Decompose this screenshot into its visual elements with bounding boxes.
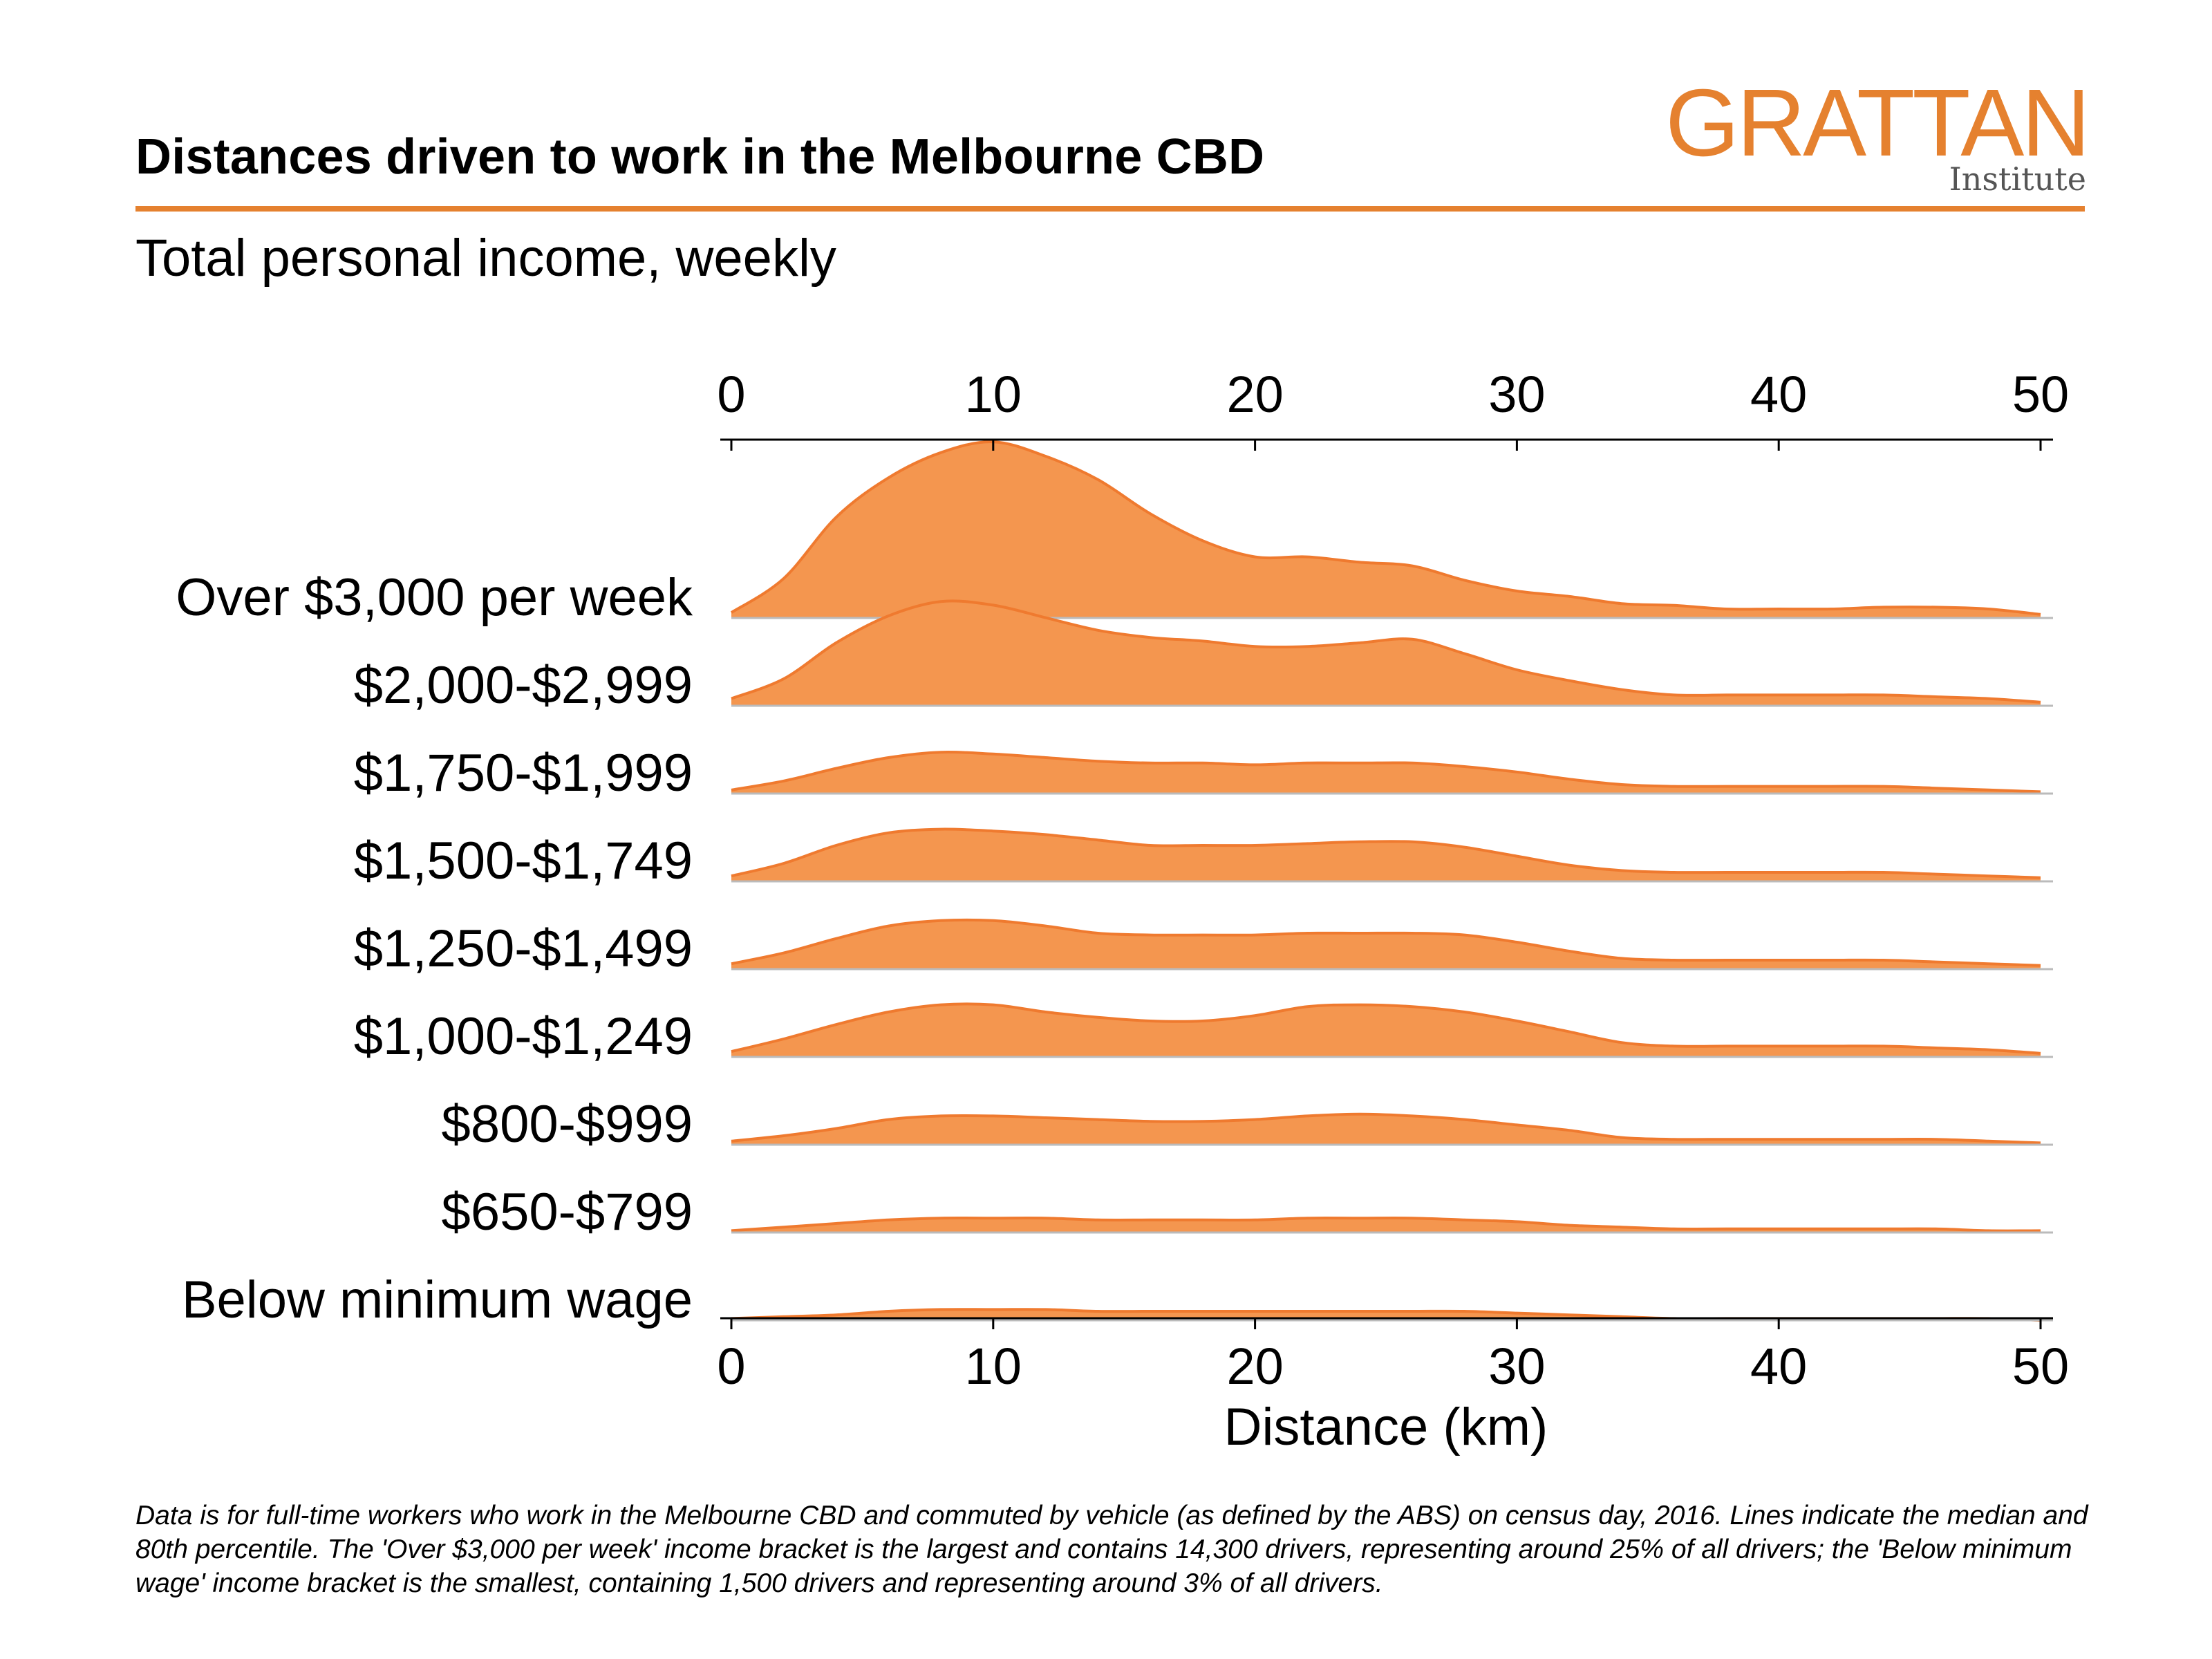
x-axis-label: Distance (km) [1224,1398,1548,1456]
logo-subtext: Institute [1949,160,2086,198]
ridge-1 [731,599,2053,707]
tick-label: 50 [2012,1338,2069,1395]
ridge-line [731,599,2041,704]
row-label: $1,750-$1,999 [354,744,693,803]
tick-label: 40 [1750,366,1807,423]
bottom-x-axis: 0 10 20 30 40 50 [717,1317,2069,1395]
logo-wordmark: GRATTAN [1665,70,2090,176]
ridge-3 [731,827,2053,883]
top-x-axis: 0 10 20 30 40 50 [717,366,2069,451]
chart-title: Distances driven to work in the Melbourn… [135,129,1265,185]
tick-label: 30 [1488,366,1545,423]
ridge-area [731,751,2041,794]
ridge-line [731,918,2041,967]
tick-label: 50 [2012,366,2069,423]
tick-label: 20 [1226,1338,1283,1395]
row-label: Below minimum wage [182,1271,693,1329]
ridge-area [731,442,2041,618]
ridge-area [731,829,2041,881]
ridges-group [730,440,2053,1322]
row-label: $1,500-$1,749 [354,832,693,890]
ridge-line [730,440,2041,616]
ridge-6 [731,1112,2053,1146]
ridge-line [731,751,2041,794]
row-label: $1,250-$1,499 [354,919,693,978]
title-rule [135,206,2085,212]
row-label: $1,000-$1,249 [354,1007,693,1066]
tick-label: 10 [965,1338,1022,1395]
tick-label: 0 [717,366,745,423]
ridge-5 [731,1002,2053,1058]
ridge-0 [730,440,2053,619]
row-label: $800-$999 [442,1095,693,1154]
tick-label: 40 [1750,1338,1807,1395]
ridge-2 [731,751,2053,795]
ridge-line [731,1002,2041,1055]
row-label: $650-$799 [442,1183,693,1241]
chart-subtitle: Total personal income, weekly [135,229,836,288]
ridge-area [731,1218,2041,1232]
ridge-line [731,1217,2041,1232]
tick-label: 20 [1226,366,1283,423]
ridge-area [731,1114,2041,1145]
footnote: Data is for full-time workers who work i… [135,1501,2088,1598]
tick-label: 30 [1488,1338,1545,1395]
ridge-area [731,919,2041,969]
tick-label: 10 [965,366,1022,423]
row-labels: Over $3,000 per week $2,000-$2,999 $1,750-… [176,568,693,1329]
row-label: Over $3,000 per week [176,568,693,627]
ridge-line [731,827,2041,879]
ridge-area [731,1004,2041,1057]
grattan-logo: GRATTAN Institute [1665,75,2090,198]
ridge-7 [731,1217,2053,1234]
ridge-4 [731,918,2053,971]
row-label: $2,000-$2,999 [354,656,693,715]
tick-label: 0 [717,1338,745,1395]
ridge-line [731,1112,2041,1145]
ridge-area [731,601,2041,706]
